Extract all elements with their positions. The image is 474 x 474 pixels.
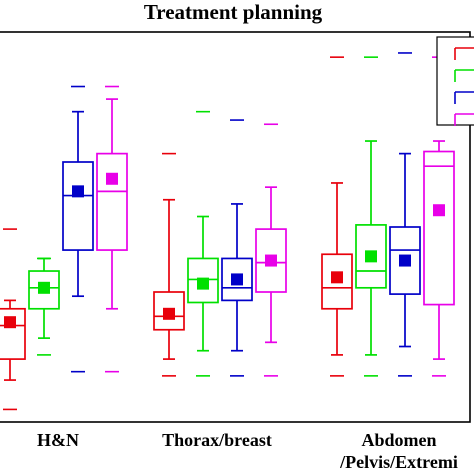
box-group [255, 123, 287, 377]
box-group [62, 85, 94, 373]
box-group [153, 152, 185, 377]
box-mean-marker [331, 271, 343, 284]
category-label: Thorax/breast [162, 430, 272, 450]
plot-frame [0, 31, 471, 423]
legend [436, 36, 474, 126]
box-mean-marker [38, 281, 50, 294]
box-mean-marker [106, 172, 118, 185]
box-group [187, 110, 219, 377]
box-iqr [355, 224, 387, 289]
box-mean-marker [4, 316, 16, 329]
box-group [96, 85, 128, 373]
box-mean-marker [399, 254, 411, 267]
box-mean-marker [265, 254, 277, 267]
category-label-line: Abdomen [361, 430, 436, 450]
box-group [0, 228, 26, 411]
box-group [221, 119, 253, 377]
plot-area [0, 31, 471, 423]
box-group [28, 257, 60, 356]
box-mean-marker [433, 204, 445, 217]
box-iqr [423, 150, 455, 306]
category-label: H&N [37, 430, 79, 450]
category-labels: H&N Thorax/breast Abdomen/Pelvis/Extremi [37, 430, 458, 472]
box-group [423, 56, 455, 377]
box-mean-marker [163, 307, 175, 320]
box-mean-marker [365, 250, 377, 263]
box-iqr [62, 161, 94, 251]
category-label-line: H&N [37, 430, 79, 450]
box-group [321, 56, 353, 377]
category-label-line: /Pelvis/Extremi [339, 452, 458, 472]
box-group [355, 56, 387, 377]
box-iqr [96, 152, 128, 251]
box-mean-marker [72, 185, 84, 198]
box-group [389, 52, 421, 377]
box-mean-marker [231, 273, 243, 286]
box-mean-marker [197, 277, 209, 290]
chart-title: Treatment planning [144, 0, 323, 24]
category-label-line: Thorax/breast [162, 430, 272, 450]
category-label: Abdomen/Pelvis/Extremi [339, 430, 458, 472]
